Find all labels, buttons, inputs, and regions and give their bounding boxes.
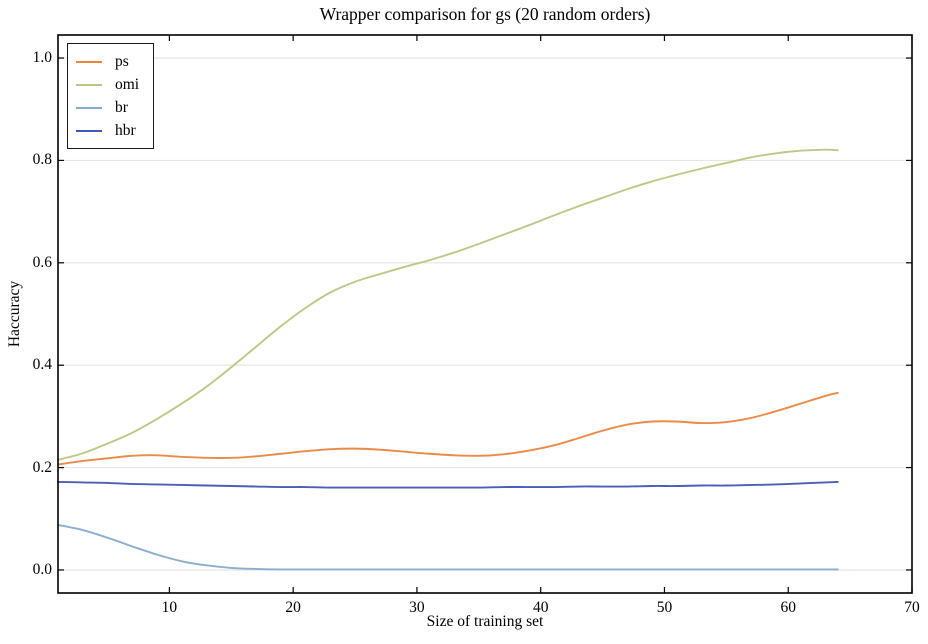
series-line-ps <box>57 391 839 466</box>
legend-label-hbr: hbr <box>115 121 136 139</box>
x-tick-label: 70 <box>904 599 920 616</box>
grid-layer <box>59 57 911 571</box>
plot-frame <box>57 34 913 594</box>
curve-layer <box>57 148 839 571</box>
legend-item-hbr: hbr <box>76 119 149 142</box>
legend-label-omi: omi <box>115 75 140 93</box>
y-axis-label: Haccuracy <box>6 280 23 348</box>
legend-label-br: br <box>115 98 128 116</box>
y-tick-label: 0.0 <box>32 560 52 578</box>
legend: ps omi br hbr <box>67 43 154 149</box>
legend-line-hbr <box>76 129 102 132</box>
legend-line-br <box>76 106 102 109</box>
series-line-br <box>57 523 839 571</box>
series-line-omi <box>57 148 839 461</box>
x-tick-label: 30 <box>409 599 425 616</box>
y-tick-label: 0.4 <box>32 356 52 374</box>
y-tick-label: 0.8 <box>32 151 52 169</box>
y-tick-label: 0.6 <box>32 253 52 271</box>
x-tick-label: 50 <box>656 599 673 616</box>
tick-marks-layer <box>58 35 913 593</box>
x-axis-label: Size of training set <box>426 613 544 630</box>
x-tick-label: 40 <box>532 599 549 616</box>
legend-item-omi: omi <box>76 73 149 96</box>
legend-item-ps: ps <box>76 50 149 73</box>
y-tick-label: 0.2 <box>32 458 52 476</box>
chart-title: Wrapper comparison for gs (20 random ord… <box>319 4 651 24</box>
series-line-hbr <box>57 480 839 489</box>
x-tick-label: 20 <box>285 599 301 616</box>
x-tick-label: 60 <box>780 599 796 616</box>
legend-line-omi <box>76 83 102 86</box>
x-tick-label: 10 <box>161 599 178 616</box>
legend-line-ps <box>76 60 102 63</box>
legend-label-ps: ps <box>115 52 129 70</box>
legend-item-br: br <box>76 96 149 119</box>
y-tick-label: 1.0 <box>32 49 52 67</box>
